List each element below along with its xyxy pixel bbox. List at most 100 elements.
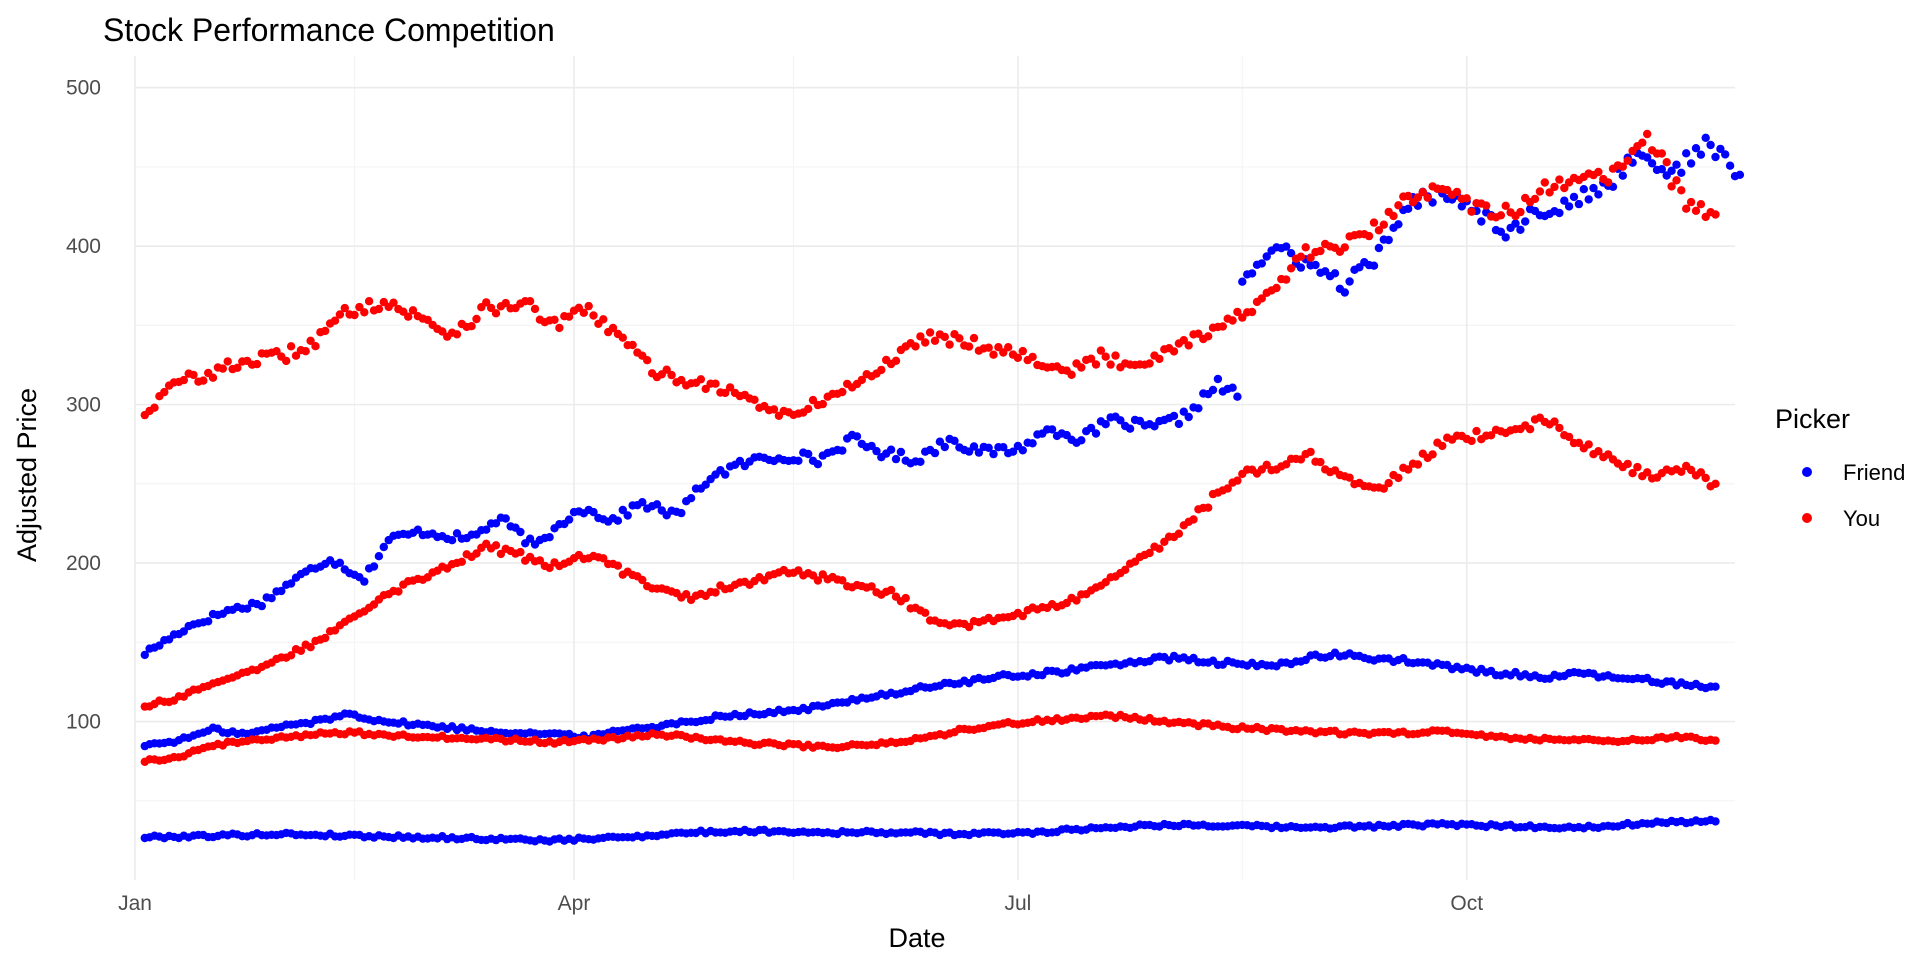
you-point: [891, 356, 901, 365]
friend-point: [1584, 195, 1593, 204]
friend-point: [1686, 159, 1696, 168]
friend-point: [1716, 144, 1725, 154]
you-point: [818, 399, 827, 409]
you-point: [1369, 218, 1379, 227]
you-point: [1257, 294, 1267, 303]
you-point: [867, 582, 876, 591]
friend-point: [1564, 202, 1574, 211]
friend-point: [1018, 446, 1027, 455]
legend-key-friend: [1802, 467, 1812, 477]
you-point: [945, 340, 954, 349]
chart-title: Stock Performance Competition: [103, 12, 555, 48]
you-point: [1662, 158, 1671, 167]
you-point: [1686, 465, 1696, 475]
friend-point: [1194, 404, 1203, 413]
friend-point: [1311, 260, 1320, 270]
you-point: [223, 357, 232, 366]
friend-point: [369, 562, 379, 571]
you-point: [1155, 544, 1164, 553]
you-point: [921, 608, 930, 617]
you-point: [1594, 167, 1603, 177]
you-point: [199, 376, 208, 385]
friend-point: [813, 460, 823, 469]
you-point: [545, 563, 554, 573]
you-point: [1677, 186, 1686, 195]
you-point: [1218, 322, 1228, 331]
legend-key-you: [1802, 513, 1812, 523]
you-point: [486, 303, 496, 313]
you-point: [1560, 183, 1569, 193]
you-point: [1223, 484, 1232, 493]
friend-point: [1677, 168, 1686, 177]
you-point: [1486, 431, 1496, 440]
friend-point: [1233, 392, 1242, 401]
you-point: [964, 342, 974, 351]
friend-point: [1369, 261, 1379, 270]
you-point: [940, 332, 949, 342]
friend-point: [1706, 140, 1715, 150]
you-point: [1604, 178, 1613, 187]
you-point: [711, 588, 720, 597]
you-point: [643, 356, 652, 365]
you-point: [1413, 193, 1423, 202]
you-point: [1262, 460, 1271, 469]
you-point: [1711, 479, 1720, 488]
y-tick-label: 200: [66, 552, 101, 575]
you-point: [330, 316, 340, 325]
you-point: [1121, 565, 1130, 574]
you-point: [1672, 176, 1681, 185]
friend-point: [589, 507, 598, 517]
grid-layer: [134, 56, 1735, 880]
friend-point: [1384, 235, 1393, 245]
y-tick-label: 500: [66, 77, 101, 100]
you-point: [1374, 226, 1384, 235]
you-point: [218, 364, 227, 373]
friend-point: [1047, 425, 1057, 434]
you-point: [1111, 351, 1120, 360]
you-point: [1340, 243, 1350, 252]
friend-point: [1184, 412, 1193, 422]
friend-point: [525, 534, 535, 543]
you-point: [335, 310, 345, 319]
you-point: [1106, 360, 1115, 369]
you-point: [1238, 313, 1247, 322]
you-point: [350, 310, 359, 320]
friend-point: [140, 650, 149, 660]
you-point: [535, 556, 545, 565]
you-point: [1701, 473, 1710, 483]
you-point: [1364, 231, 1374, 241]
friend-point: [1735, 170, 1745, 179]
you-point: [969, 333, 979, 343]
points-layer: [140, 129, 1745, 846]
friend-point: [564, 515, 574, 524]
y-tick-label: 400: [66, 235, 101, 258]
you-point: [1184, 341, 1193, 350]
friend-point: [155, 641, 164, 650]
you-point: [1555, 423, 1564, 433]
friend-point: [1496, 227, 1506, 236]
you-point: [1394, 201, 1403, 210]
you-point: [1101, 352, 1110, 361]
you-point: [711, 379, 720, 388]
x-tick-label: Jan: [118, 892, 152, 915]
friend-point: [1340, 288, 1350, 297]
you-point: [838, 576, 847, 585]
you-point: [589, 311, 598, 320]
friend-point: [1521, 217, 1530, 226]
you-point: [452, 330, 462, 339]
friend-point: [638, 498, 647, 507]
you-point: [1691, 206, 1701, 215]
you-point: [467, 322, 476, 331]
you-point: [1379, 484, 1389, 493]
friend-point: [482, 525, 491, 534]
friend-point: [1179, 407, 1189, 416]
friend-point: [1091, 429, 1101, 438]
you-point: [682, 590, 691, 599]
you-point: [1657, 149, 1667, 158]
friend-point: [1657, 165, 1667, 174]
friend-point: [989, 449, 998, 459]
you-point: [1233, 476, 1242, 485]
you-point: [189, 370, 198, 380]
friend-point: [1721, 150, 1730, 159]
you-point: [1594, 447, 1603, 456]
